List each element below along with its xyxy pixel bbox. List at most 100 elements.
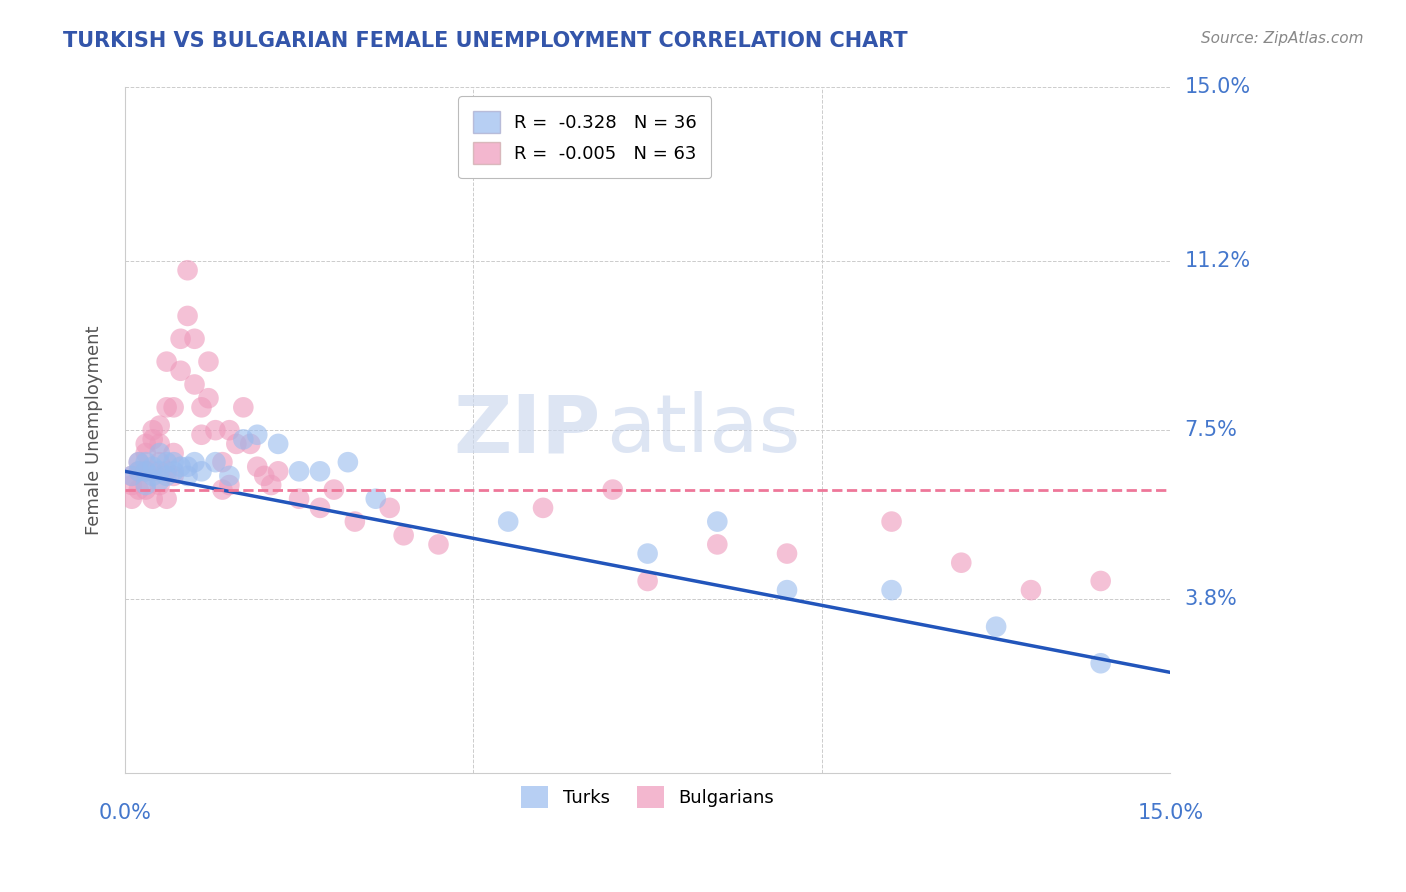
Point: [602, 483, 624, 497]
Point: [176, 459, 198, 474]
Text: 7.5%: 7.5%: [1184, 420, 1237, 440]
Point: [176, 309, 198, 323]
Point: [149, 446, 172, 460]
Point: [135, 464, 157, 478]
Point: [950, 556, 973, 570]
Point: [149, 474, 172, 488]
Point: [246, 427, 269, 442]
Point: [128, 455, 150, 469]
Point: [121, 478, 143, 492]
Point: [309, 464, 332, 478]
Point: [142, 468, 165, 483]
Point: [260, 478, 283, 492]
Point: [162, 468, 184, 483]
Text: atlas: atlas: [606, 392, 800, 469]
Point: [218, 423, 240, 437]
Point: [378, 500, 401, 515]
Point: [392, 528, 415, 542]
Point: [135, 455, 157, 469]
Point: [162, 464, 184, 478]
Point: [156, 491, 179, 506]
Point: [135, 437, 157, 451]
Point: [121, 491, 143, 506]
Point: [253, 468, 276, 483]
Point: [288, 464, 311, 478]
Point: [183, 455, 205, 469]
Point: [183, 377, 205, 392]
Text: 3.8%: 3.8%: [1184, 590, 1237, 609]
Point: [267, 464, 290, 478]
Point: [880, 515, 903, 529]
Point: [232, 433, 254, 447]
Point: [336, 455, 359, 469]
Point: [128, 455, 150, 469]
Point: [135, 478, 157, 492]
Point: [211, 455, 233, 469]
Point: [149, 455, 172, 469]
Point: [142, 459, 165, 474]
Point: [496, 515, 519, 529]
Point: [169, 459, 191, 474]
Text: Source: ZipAtlas.com: Source: ZipAtlas.com: [1201, 31, 1364, 46]
Point: [637, 547, 659, 561]
Text: TURKISH VS BULGARIAN FEMALE UNEMPLOYMENT CORRELATION CHART: TURKISH VS BULGARIAN FEMALE UNEMPLOYMENT…: [63, 31, 908, 51]
Point: [1090, 657, 1112, 671]
Text: 0.0%: 0.0%: [98, 804, 152, 823]
Point: [121, 468, 143, 483]
Point: [637, 574, 659, 588]
Point: [149, 464, 172, 478]
Point: [135, 464, 157, 478]
Point: [197, 354, 219, 368]
Point: [1019, 583, 1042, 598]
Point: [142, 423, 165, 437]
Point: [162, 401, 184, 415]
Point: [162, 446, 184, 460]
Point: [190, 427, 212, 442]
Point: [364, 491, 387, 506]
Point: [142, 491, 165, 506]
Point: [706, 537, 728, 551]
Text: 15.0%: 15.0%: [1137, 804, 1204, 823]
Point: [239, 437, 262, 451]
Point: [162, 455, 184, 469]
Point: [267, 437, 290, 451]
Point: [225, 437, 247, 451]
Point: [880, 583, 903, 598]
Point: [323, 483, 346, 497]
Legend: Turks, Bulgarians: Turks, Bulgarians: [515, 779, 782, 815]
Point: [156, 464, 179, 478]
Point: [232, 401, 254, 415]
Point: [309, 500, 332, 515]
Point: [776, 583, 799, 598]
Point: [169, 332, 191, 346]
Point: [288, 491, 311, 506]
Point: [135, 483, 157, 497]
Point: [211, 483, 233, 497]
Point: [142, 433, 165, 447]
Point: [190, 401, 212, 415]
Point: [169, 364, 191, 378]
Text: 11.2%: 11.2%: [1184, 251, 1250, 271]
Point: [1090, 574, 1112, 588]
Point: [149, 437, 172, 451]
Point: [183, 332, 205, 346]
Point: [156, 401, 179, 415]
Point: [246, 459, 269, 474]
Y-axis label: Female Unemployment: Female Unemployment: [86, 326, 103, 535]
Point: [218, 468, 240, 483]
Point: [149, 478, 172, 492]
Point: [176, 468, 198, 483]
Point: [204, 423, 226, 437]
Text: ZIP: ZIP: [453, 392, 600, 469]
Point: [156, 468, 179, 483]
Point: [149, 418, 172, 433]
Point: [427, 537, 450, 551]
Point: [128, 483, 150, 497]
Point: [121, 468, 143, 483]
Point: [197, 391, 219, 405]
Point: [706, 515, 728, 529]
Point: [984, 620, 1007, 634]
Point: [204, 455, 226, 469]
Point: [776, 547, 799, 561]
Point: [531, 500, 554, 515]
